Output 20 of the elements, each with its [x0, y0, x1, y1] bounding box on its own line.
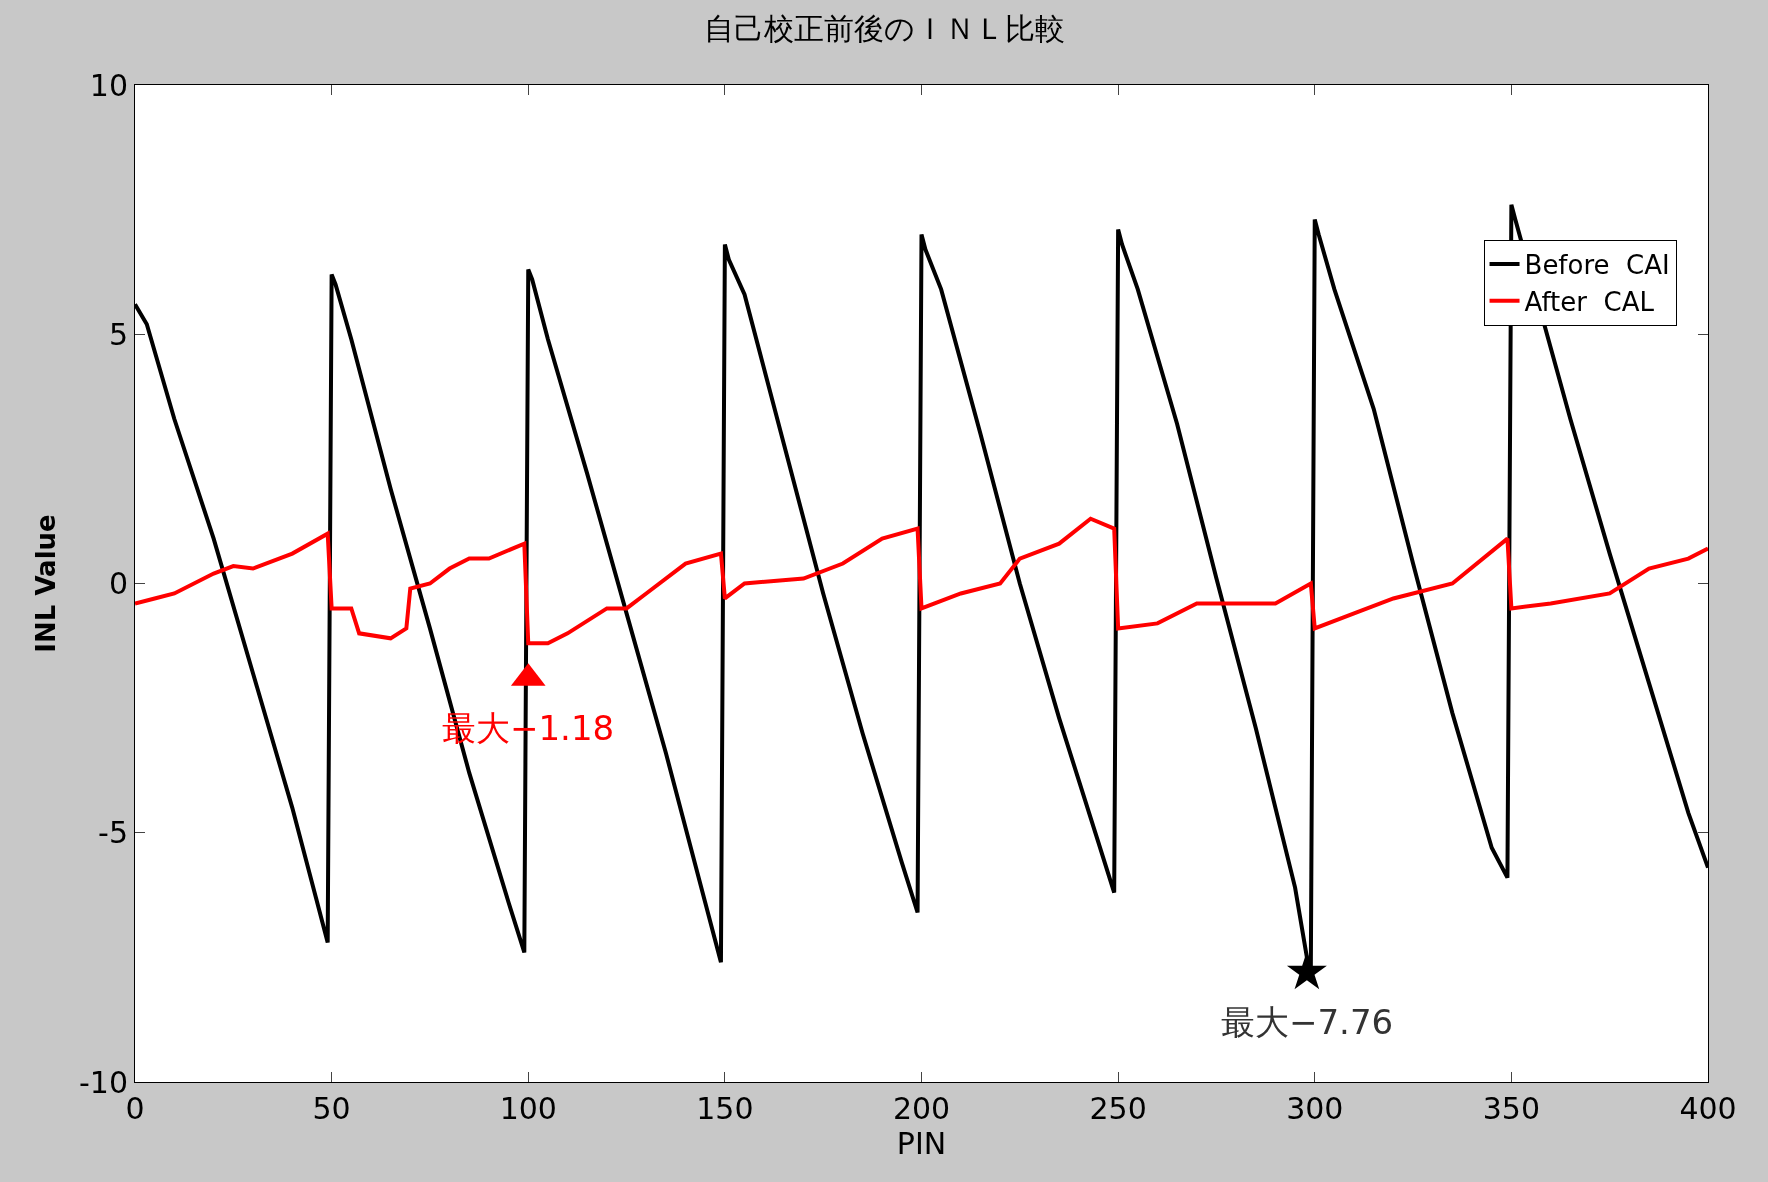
x-tick-label: 250: [1089, 1091, 1147, 1126]
x-tick-label: 100: [499, 1091, 557, 1126]
legend-label: After CAL: [1524, 286, 1655, 317]
x-tick-label: 350: [1482, 1091, 1541, 1126]
chart-title: 自己校正前後のＩＮＬ比較: [703, 10, 1065, 46]
x-axis-title: PIN: [896, 1126, 947, 1161]
y-tick-label: 0: [108, 566, 128, 601]
legend-label: Before CAI: [1524, 250, 1670, 281]
y-tick-label: 10: [89, 67, 128, 103]
x-tick-label: 300: [1286, 1091, 1344, 1126]
y-axis-title: INL Value: [31, 514, 62, 653]
x-tick-label: 150: [696, 1091, 754, 1126]
x-tick-label: 400: [1679, 1091, 1737, 1126]
x-tick-label: 200: [892, 1091, 951, 1126]
x-tick-label: 50: [312, 1091, 351, 1126]
y-tick-label: -5: [98, 815, 128, 851]
annotation: 最大−7.76: [1221, 1002, 1394, 1042]
line-series: [135, 516, 1708, 646]
y-tick-label: -10: [79, 1064, 128, 1100]
y-tick-label: 5: [108, 316, 128, 352]
